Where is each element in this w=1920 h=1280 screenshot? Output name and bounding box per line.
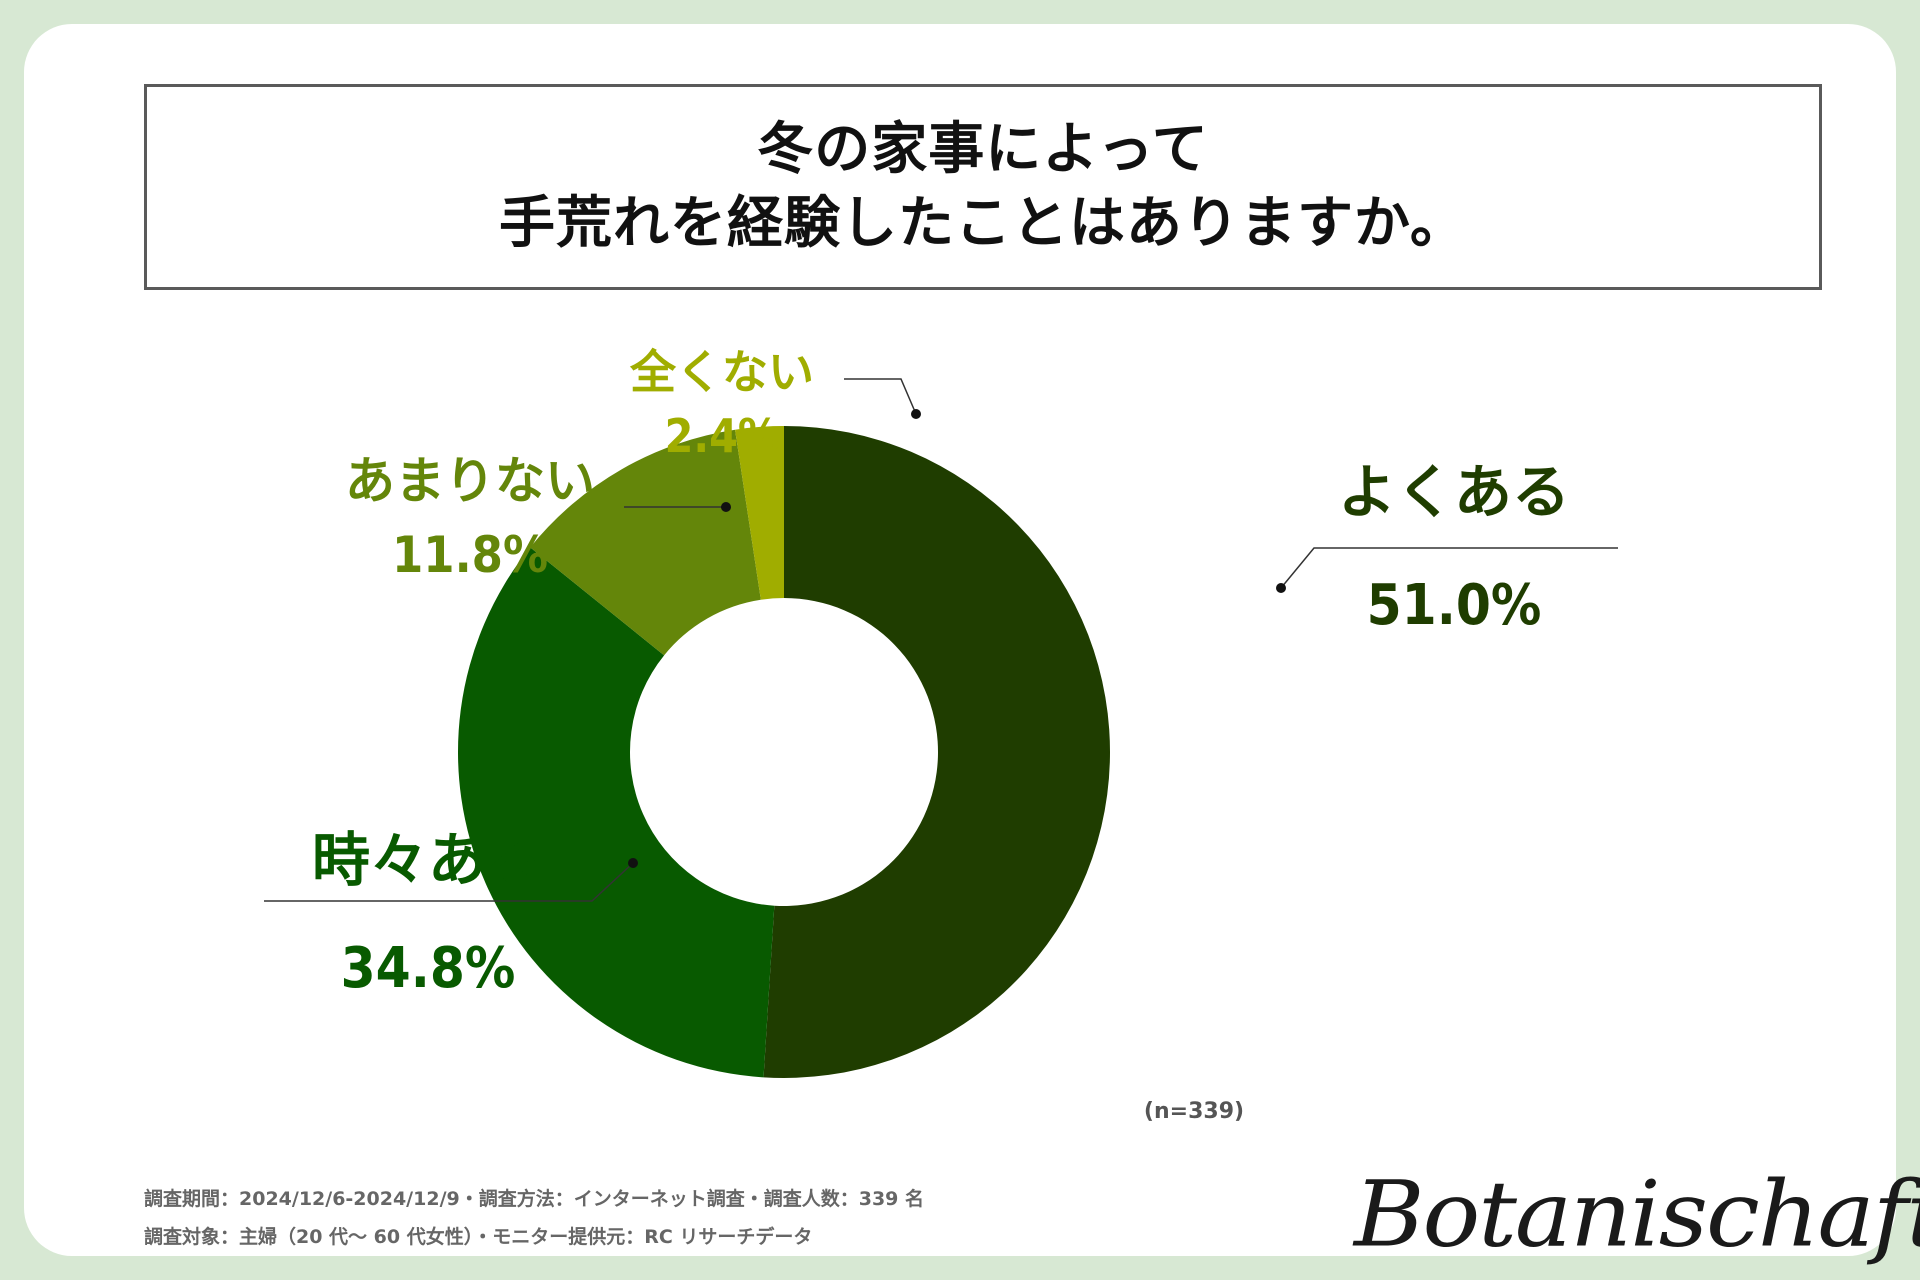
card: 冬の家事によって 手荒れを経験したことはありますか。 よくある 51.0% 時々ある…: [24, 24, 1920, 1267]
label-value-rarely: 11.8%: [392, 526, 548, 584]
label-value-sometimes: 34.8%: [341, 936, 516, 1001]
donut-slice-1: [763, 426, 1111, 1078]
survey-footer: 調査期間：2024/12/6-2024/12/9・調査方法：インターネット調査・…: [144, 1180, 924, 1256]
leader-line-never: [844, 378, 917, 415]
donut-slice-4: [735, 426, 784, 600]
brand-logo: Botanischaft: [1354, 1160, 1920, 1268]
leader-dot-rarely: [721, 502, 731, 512]
label-category-rarely: あまりない: [345, 452, 595, 510]
donut-chart: よくある 51.0% 時々ある 34.8% あまりない 11.8% 全くない 2.4% (n=3…: [264, 345, 1618, 1124]
donut-slice-2: [458, 547, 775, 1078]
leader-line-sometimes: [264, 862, 634, 902]
leader-dot-often: [1276, 583, 1286, 593]
label-category-often: よくある: [1338, 458, 1570, 526]
chart-title-line-1: 冬の家事によって: [757, 117, 1209, 182]
label-category-never: 全くない: [629, 345, 814, 399]
survey-target-source: 調査対象：主婦（20 代～ 60 代女性）・モニター提供元：RC リサーチデータ: [144, 1226, 813, 1248]
survey-period-method: 調査期間：2024/12/6-2024/12/9・調査方法：インターネット調査・…: [144, 1188, 925, 1210]
leader-dot-never: [911, 409, 921, 419]
donut-slice-3: [530, 429, 761, 656]
title-box: 冬の家事によって 手荒れを経験したことはありますか。: [144, 84, 1822, 290]
leader-dot-sometimes: [628, 858, 638, 868]
label-value-often: 51.0%: [1367, 573, 1542, 638]
sample-size-label: (n=339): [1144, 1099, 1244, 1124]
label-category-sometimes: 時々ある: [312, 826, 544, 894]
label-value-never: 2.4%: [665, 409, 780, 463]
chart-title-line-2: 手荒れを経験したことはありますか。: [499, 191, 1467, 256]
leader-line-often: [1280, 547, 1618, 589]
